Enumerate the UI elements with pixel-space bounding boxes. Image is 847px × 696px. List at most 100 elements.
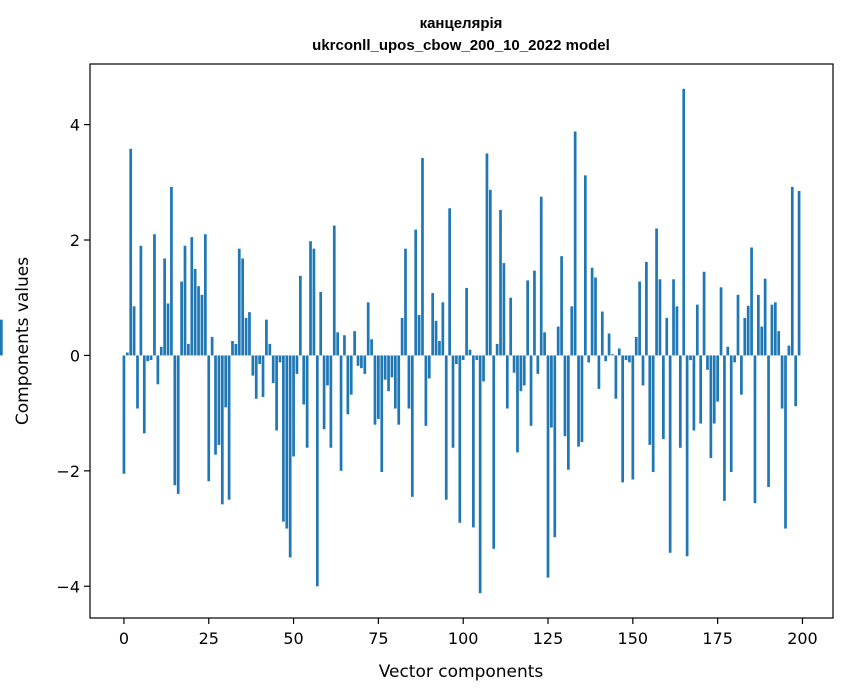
- bar-156: [651, 355, 655, 472]
- bar-92: [434, 320, 438, 356]
- bar-67: [349, 355, 353, 395]
- bar-197: [790, 186, 794, 356]
- bar-76: [380, 355, 384, 472]
- bar-99: [458, 355, 462, 523]
- bar-23: [200, 294, 204, 356]
- bar-103: [472, 355, 475, 528]
- x-tick-label: 100: [448, 629, 479, 648]
- bar-198: [794, 355, 798, 407]
- bar-167: [689, 355, 692, 361]
- bar-175: [716, 355, 719, 402]
- bar-174: [712, 355, 716, 424]
- bar-168: [692, 355, 696, 431]
- bar-12: [163, 258, 166, 356]
- bar-119: [526, 280, 530, 356]
- bar-194: [780, 355, 784, 409]
- bar-33: [234, 343, 238, 356]
- bar-183: [743, 317, 747, 356]
- bar-129: [560, 256, 563, 356]
- bar-139: [594, 277, 597, 356]
- bar-66: [346, 355, 350, 415]
- bar-47: [282, 355, 285, 522]
- bar-89: [424, 355, 428, 426]
- bar-186: [753, 355, 757, 504]
- bar-39: [254, 355, 258, 399]
- bar-78: [387, 355, 390, 392]
- bar-159: [662, 355, 665, 440]
- bar-118: [522, 355, 526, 386]
- bar-11: [159, 346, 163, 356]
- bar-14: [170, 186, 173, 356]
- y-tick-label: 0: [70, 346, 80, 365]
- bar-163: [675, 306, 679, 356]
- bar-160: [665, 317, 669, 356]
- bar-5: [139, 245, 143, 356]
- bar-146: [617, 348, 621, 356]
- bar-147: [621, 355, 625, 483]
- bar-18: [183, 245, 187, 356]
- bar-164: [678, 355, 682, 448]
- bar-110: [495, 343, 499, 356]
- chart-title: канцелярія: [420, 15, 503, 32]
- bar-82: [400, 317, 404, 356]
- bar-93: [438, 341, 441, 356]
- bar-131: [567, 355, 570, 470]
- bar-64: [339, 355, 343, 471]
- bar-36: [244, 317, 248, 356]
- bar-83: [404, 248, 407, 356]
- bar-8: [149, 355, 153, 361]
- bar-63: [336, 332, 340, 356]
- bar-86: [414, 229, 418, 356]
- bar-68: [353, 331, 356, 356]
- bar-100: [461, 355, 465, 361]
- bar-16: [176, 355, 180, 494]
- bar-10: [156, 355, 160, 385]
- bar-125: [546, 355, 550, 578]
- bar-196: [787, 345, 791, 356]
- bar-42: [265, 319, 268, 356]
- bar-96: [448, 208, 451, 356]
- bar-195: [784, 355, 787, 529]
- bar-74: [373, 355, 377, 425]
- bar-115: [512, 355, 516, 373]
- bar-87: [417, 315, 421, 356]
- bar-71: [363, 355, 367, 374]
- bar-108: [488, 189, 492, 356]
- bar-165: [682, 88, 686, 356]
- x-tick-label: 75: [368, 629, 388, 648]
- bar-48: [285, 355, 289, 529]
- bar-124: [543, 332, 546, 356]
- bar-25: [207, 355, 211, 482]
- bar-151: [634, 336, 638, 356]
- bar-84: [407, 355, 411, 409]
- bars-group: [0, 88, 801, 594]
- bar-38: [251, 355, 255, 376]
- bar-102: [468, 349, 472, 356]
- bar-170: [699, 355, 703, 424]
- bar-145: [614, 355, 618, 399]
- bar-136: [583, 175, 587, 356]
- bar-199: [797, 190, 801, 356]
- bar-112: [502, 263, 506, 356]
- bar-59: [322, 355, 326, 430]
- bar-106: [482, 355, 485, 382]
- bar-17: [180, 281, 183, 356]
- bar-192: [773, 302, 777, 356]
- bar-171: [702, 271, 706, 356]
- bar-34: [237, 248, 241, 356]
- bar-179: [729, 355, 733, 472]
- bar-65: [343, 335, 346, 356]
- bar-62: [332, 225, 336, 356]
- bar-150: [631, 355, 635, 480]
- bar-9: [153, 234, 156, 356]
- bar-169: [695, 304, 699, 356]
- bar-60: [326, 355, 329, 386]
- plot-frame: [89, 63, 834, 619]
- bar-27: [214, 355, 217, 455]
- bar-177: [723, 355, 726, 501]
- bar-101: [465, 287, 468, 356]
- bar-116: [516, 355, 519, 453]
- bar-6: [142, 355, 146, 434]
- y-tick-label: −4: [56, 577, 80, 596]
